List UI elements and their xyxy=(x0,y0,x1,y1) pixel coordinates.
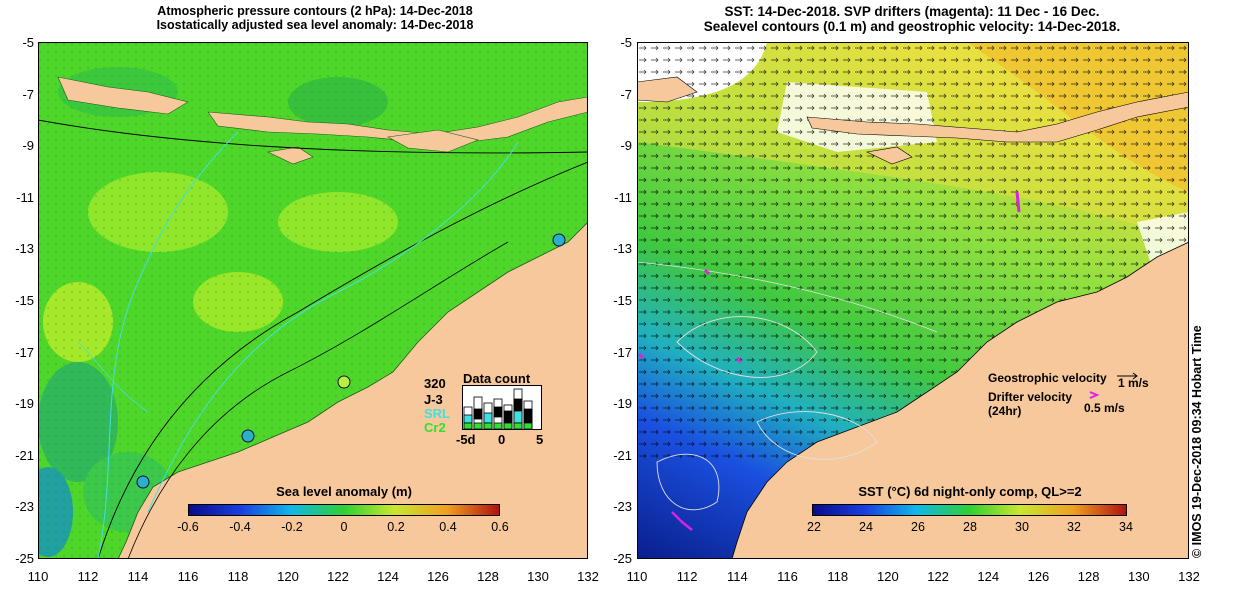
left-lon-tick: 112 xyxy=(77,569,99,584)
left-land-australia xyxy=(117,221,588,559)
right-cb-tick-0: 22 xyxy=(807,520,821,534)
right-lon-tick: 126 xyxy=(1027,569,1050,584)
right-land-australia xyxy=(731,241,1189,559)
data-count-histogram xyxy=(462,385,542,430)
right-map xyxy=(637,42,1189,559)
left-lat-tick: -17 xyxy=(15,344,34,360)
legend-drifter-label-1: Drifter velocity xyxy=(988,390,1073,404)
dc-xtick-5: 5 xyxy=(536,432,544,447)
right-lat-tick: -19 xyxy=(613,396,632,412)
data-count-title: Data count xyxy=(463,371,531,386)
left-cb-tick-0: -0.6 xyxy=(177,520,199,534)
left-lat-tick: -11 xyxy=(16,189,34,205)
left-cb-tick-5: 0.4 xyxy=(439,520,457,534)
left-lon-tick: 122 xyxy=(327,569,349,584)
mission-j3: J-3 xyxy=(424,392,443,407)
right-cb-tick-1: 24 xyxy=(859,520,873,534)
right-lon-tick: 124 xyxy=(977,569,1000,584)
dc-xtick-0: 0 xyxy=(498,432,506,447)
left-lat-tick: -9 xyxy=(22,138,34,154)
dc-xtick-m5: -5d xyxy=(456,432,476,447)
right-colorbar-label: SST (°C) 6d night-only comp, QL>=2 xyxy=(858,484,1082,499)
right-colorbar xyxy=(812,504,1127,516)
right-lon-tick: 122 xyxy=(927,569,949,584)
left-lon-tick: 118 xyxy=(227,569,249,584)
left-lat-tick: -7 xyxy=(22,86,34,102)
left-lon-tick: 120 xyxy=(277,569,299,584)
right-lat-tick: -7 xyxy=(620,86,632,102)
right-title-line1: SST: 14-Dec-2018. SVP drifters (magenta)… xyxy=(724,4,1100,19)
right-lon-tick: 112 xyxy=(676,569,698,584)
right-lat-tick: -15 xyxy=(613,293,632,308)
left-lat-tick: -21 xyxy=(15,447,34,463)
left-lon-tick: 110 xyxy=(27,569,49,584)
drifter-arrow-icon xyxy=(1089,391,1100,399)
right-lat-tick: -9 xyxy=(620,138,632,154)
right-cb-tick-6: 34 xyxy=(1119,520,1133,534)
right-lon-tick: 110 xyxy=(626,569,648,584)
mission-cr2: Cr2 xyxy=(424,420,446,435)
left-map xyxy=(38,42,588,559)
right-lat-tick: -5 xyxy=(620,35,632,50)
right-cb-tick-3: 28 xyxy=(963,520,977,534)
right-lon-tick: 130 xyxy=(1127,569,1150,584)
left-lat-tick: -19 xyxy=(15,396,34,412)
left-colorbar xyxy=(188,504,500,516)
right-cb-tick-4: 30 xyxy=(1015,520,1029,534)
data-count-max: 320 xyxy=(424,376,446,391)
right-title-line2: Sealevel contours (0.1 m) and geostrophi… xyxy=(703,19,1121,34)
right-lon-tick: 118 xyxy=(827,569,849,584)
left-lon-tick: 114 xyxy=(127,569,149,584)
left-cb-tick-1: -0.4 xyxy=(229,520,251,534)
imos-credit: © IMOS 19-Dec-2018 09:34 Hobart Time xyxy=(1190,325,1210,558)
right-cb-tick-5: 32 xyxy=(1067,520,1081,534)
left-lon-tick: 116 xyxy=(177,569,199,584)
left-cb-tick-2: -0.2 xyxy=(281,520,303,534)
legend-geostrophic-value: 1 m/s xyxy=(1118,376,1149,390)
left-colorbar-label: Sea level anomaly (m) xyxy=(276,484,412,499)
left-lat-tick: -23 xyxy=(15,499,34,515)
right-lon-tick: 114 xyxy=(726,569,748,584)
left-cb-tick-6: 0.6 xyxy=(491,520,509,534)
legend-drifter-value: 0.5 m/s xyxy=(1084,401,1125,415)
right-lon-tick: 120 xyxy=(877,569,899,584)
left-lat-tick: -5 xyxy=(22,35,34,50)
right-lat-tick: -23 xyxy=(613,499,632,515)
right-lon-tick: 132 xyxy=(1178,569,1200,584)
right-lat-tick: -21 xyxy=(613,447,632,463)
left-lat-tick: -15 xyxy=(15,293,34,308)
left-cb-tick-3: 0 xyxy=(340,520,348,534)
imos-credit-text: © IMOS 19-Dec-2018 09:34 Hobart Time xyxy=(1190,325,1204,558)
left-lon-tick: 130 xyxy=(527,569,549,584)
left-lat-tick: -13 xyxy=(15,241,34,257)
left-lat-tick: -25 xyxy=(15,551,34,566)
mission-srl: SRL xyxy=(424,406,450,421)
geostrophic-arrow-icon xyxy=(1117,372,1138,380)
right-title: SST: 14-Dec-2018. SVP drifters (magenta)… xyxy=(636,4,1188,34)
right-lat-tick: -11 xyxy=(614,189,632,205)
left-title: Atmospheric pressure contours (2 hPa): 1… xyxy=(40,4,590,32)
legend-geostrophic-label: Geostrophic velocity xyxy=(988,371,1107,385)
left-lon-tick: 124 xyxy=(377,569,399,584)
left-title-line1: Atmospheric pressure contours (2 hPa): 1… xyxy=(157,4,473,18)
right-lat-tick: -17 xyxy=(613,344,632,360)
left-lon-tick: 128 xyxy=(477,569,499,584)
left-cb-tick-4: 0.2 xyxy=(387,520,405,534)
right-lat-tick: -25 xyxy=(613,551,632,566)
right-lon-tick: 128 xyxy=(1077,569,1100,584)
legend-drifter-label-2: (24hr) xyxy=(988,404,1022,418)
right-lat-tick: -13 xyxy=(613,241,632,257)
left-lon-tick: 126 xyxy=(427,569,449,584)
right-lon-tick: 116 xyxy=(777,569,798,584)
left-title-line2: Isostatically adjusted sea level anomaly… xyxy=(156,18,474,32)
right-cb-tick-2: 26 xyxy=(911,520,925,534)
left-lon-tick: 132 xyxy=(577,569,599,584)
